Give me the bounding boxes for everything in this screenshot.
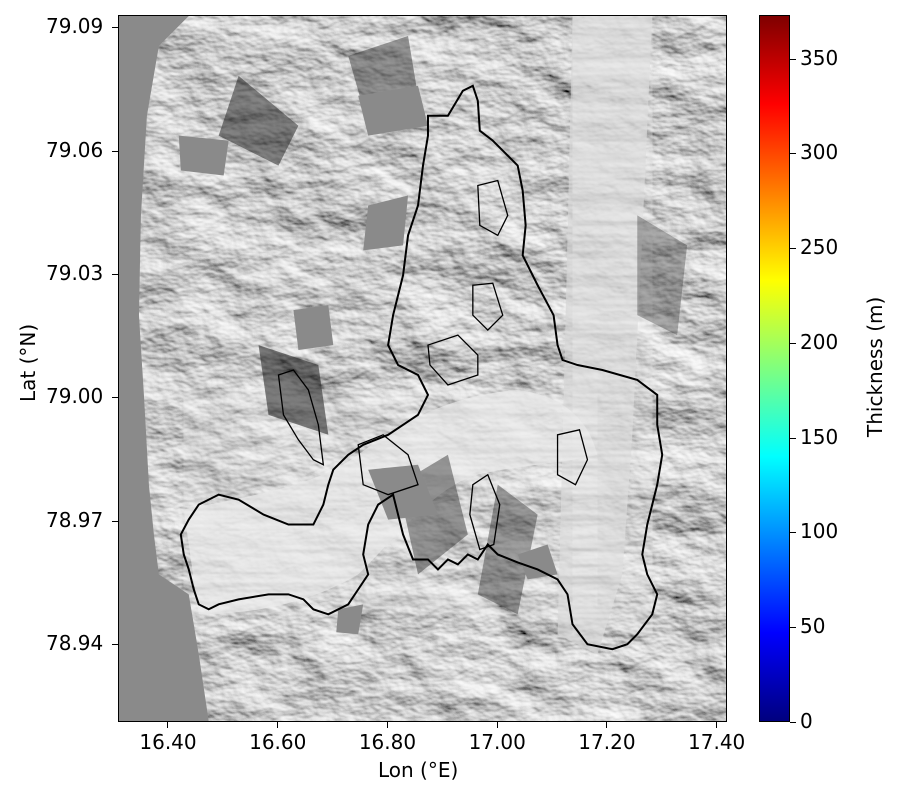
colorbar-tick-label: 100	[800, 519, 839, 544]
x-tick-mark	[496, 722, 498, 728]
colorbar-tick-mark	[790, 58, 796, 60]
y-tick-mark	[112, 643, 118, 645]
colorbar-label: Thickness (m)	[863, 296, 887, 437]
map-panel	[118, 15, 727, 722]
colorbar-tick-label: 250	[800, 235, 839, 260]
y-axis-label: Lat (°N)	[16, 323, 40, 402]
x-tick-label: 16.40	[139, 730, 197, 754]
colorbar-tick-label: 200	[800, 329, 839, 354]
colorbar-tick-label: 0	[800, 709, 813, 733]
x-tick-mark	[167, 722, 169, 728]
colorbar-tick-label: 300	[800, 140, 839, 165]
y-tick-label: 79.03	[46, 260, 104, 285]
colorbar-tick-label: 350	[800, 45, 839, 70]
colorbar-tick-mark	[790, 627, 796, 629]
colorbar-tick-mark	[790, 532, 796, 534]
x-axis-label: Lon (°E)	[378, 758, 459, 782]
y-tick-label: 79.09	[46, 14, 104, 39]
y-tick-mark	[112, 150, 118, 152]
y-tick-label: 79.06	[46, 137, 104, 162]
colorbar-tick-mark	[790, 437, 796, 439]
y-tick-mark	[112, 520, 118, 522]
y-tick-label: 78.97	[46, 507, 104, 532]
x-tick-label: 17.40	[688, 730, 746, 754]
x-tick-mark	[277, 722, 279, 728]
x-tick-label: 17.20	[578, 730, 636, 754]
x-tick-label: 16.60	[249, 730, 307, 754]
colorbar-tick-mark	[790, 153, 796, 155]
glacier-outline	[179, 84, 664, 651]
y-tick-label: 78.94	[46, 630, 104, 655]
hillshade-map	[119, 16, 726, 721]
x-tick-mark	[716, 722, 718, 728]
y-tick-mark	[112, 273, 118, 275]
colorbar-tick-label: 50	[800, 614, 826, 639]
x-tick-mark	[386, 722, 388, 728]
y-tick-mark	[112, 397, 118, 399]
y-tick-label: 79.00	[46, 384, 104, 409]
x-tick-mark	[606, 722, 608, 728]
colorbar-tick-mark	[790, 342, 796, 344]
y-tick-mark	[112, 27, 118, 29]
colorbar-tick-mark	[790, 248, 796, 250]
colorbar-tick-label: 150	[800, 424, 839, 449]
x-tick-label: 17.00	[468, 730, 526, 754]
colorbar-tick-mark	[790, 722, 796, 723]
x-tick-label: 16.80	[358, 730, 417, 754]
colorbar	[759, 15, 790, 722]
